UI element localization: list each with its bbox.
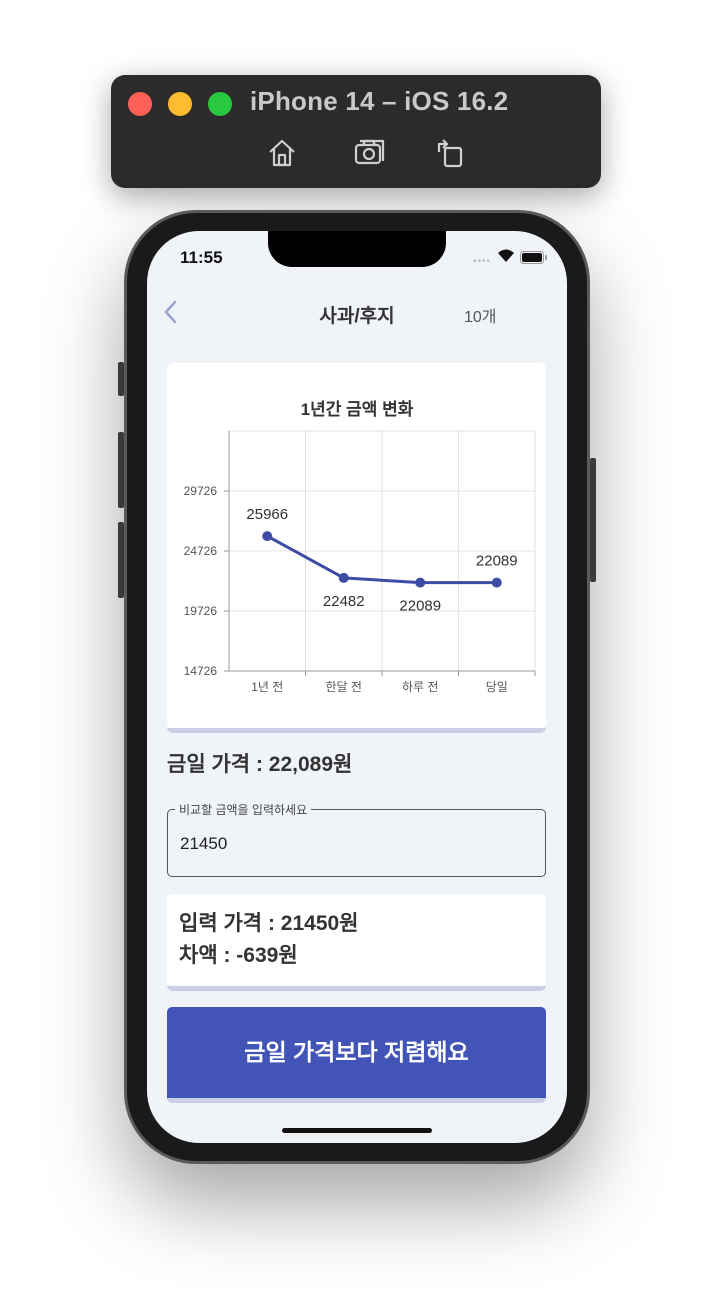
- data-point: [262, 531, 273, 542]
- series-line: [266, 534, 497, 585]
- zoom-window-button[interactable]: [208, 92, 232, 116]
- home-icon[interactable]: [265, 136, 299, 170]
- y-tick-label: 14726: [184, 664, 218, 678]
- compare-input-label: 비교할 금액을 입력하세요: [175, 801, 312, 818]
- x-tick-label: 1년 전: [251, 680, 283, 694]
- simulator-toolbar: [111, 75, 601, 188]
- screenshot-icon[interactable]: [353, 136, 387, 170]
- compare-result-button[interactable]: 금일 가격보다 저렴해요: [167, 1007, 546, 1103]
- simulator-title: iPhone 14 – iOS 16.2: [250, 86, 509, 116]
- minimize-window-button[interactable]: [168, 92, 192, 116]
- volume-up-button: [118, 432, 124, 508]
- data-point: [338, 572, 349, 583]
- rotate-icon[interactable]: [433, 136, 467, 170]
- data-label: 22089: [399, 598, 441, 615]
- x-tick-label: 한달 전: [326, 680, 362, 694]
- result-card: 입력 가격 : 21450원 차액 : -639원: [167, 894, 546, 991]
- battery-icon: [520, 251, 548, 269]
- notch: [268, 231, 446, 267]
- phone-screen: 11:55 •••• 사과/후지 10개 1년간 금액 변화 14726 1972…: [147, 231, 567, 1143]
- data-point: [491, 577, 502, 588]
- input-price-text: 입력 가격 : 21450원: [179, 912, 359, 935]
- back-button[interactable]: [161, 299, 181, 325]
- item-count: 10개: [464, 309, 497, 326]
- data-label: 22089: [476, 553, 518, 570]
- x-tick-label: 당일: [486, 680, 508, 694]
- power-button: [590, 458, 596, 582]
- y-tick-label: 24726: [184, 544, 218, 558]
- y-tick-label: 29726: [184, 484, 218, 498]
- mute-switch: [118, 362, 124, 396]
- chevron-left-icon: [164, 300, 177, 324]
- data-point: [415, 577, 426, 588]
- today-price: 금일 가격 : 22,089원: [167, 753, 353, 776]
- page-title: 사과/후지: [319, 306, 395, 327]
- difference-text: 차액 : -639원: [179, 944, 298, 967]
- compare-amount-input[interactable]: [180, 831, 530, 857]
- chart-title: 1년간 금액 변화: [301, 400, 414, 419]
- data-label: 22482: [323, 593, 365, 610]
- home-indicator: [282, 1128, 432, 1133]
- price-chart-card: 1년간 금액 변화 14726 19726 24726 29726 1년 전 한달 전 하루…: [167, 363, 546, 733]
- y-tick-label: 19726: [184, 604, 218, 618]
- status-time: 11:55: [180, 248, 223, 267]
- close-window-button[interactable]: [128, 92, 152, 116]
- data-label: 25966: [246, 506, 288, 523]
- signal-dots: ••••: [473, 256, 492, 267]
- volume-down-button: [118, 522, 124, 598]
- price-chart: 1년간 금액 변화 14726 19726 24726 29726 1년 전 한달 전 하루…: [184, 400, 536, 694]
- x-tick-label: 하루 전: [402, 680, 438, 694]
- wifi-icon: [497, 249, 515, 268]
